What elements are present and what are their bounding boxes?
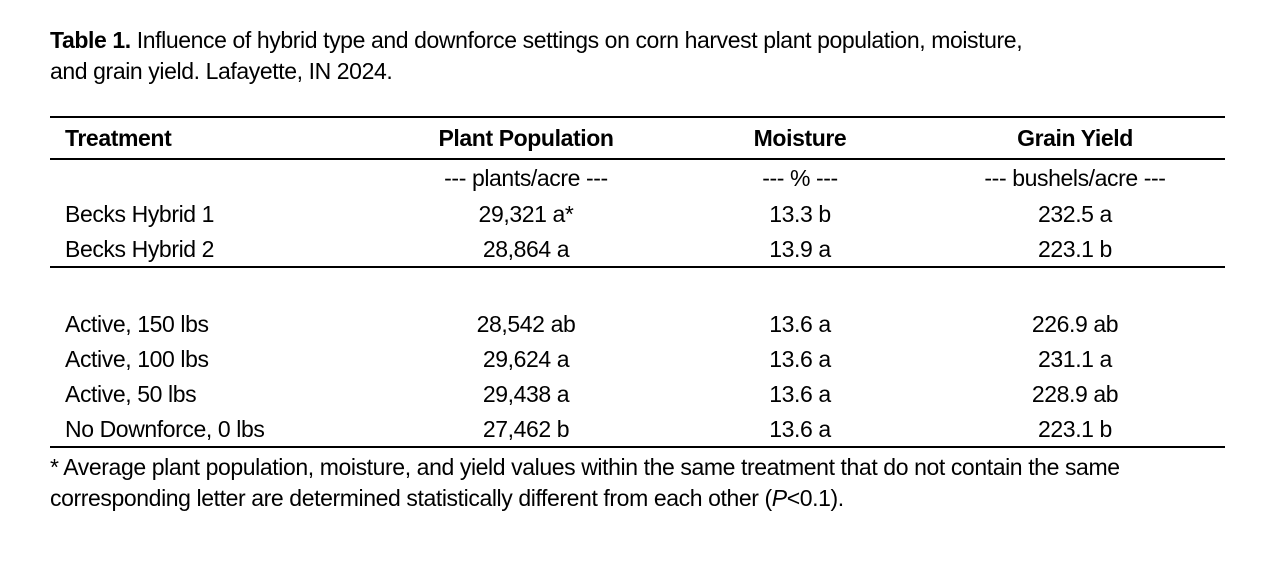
- table-caption: Table 1. Influence of hybrid type and do…: [50, 25, 1230, 87]
- table-row-hybrid-2: Becks Hybrid 2 28,864 a 13.9 a 223.1 b: [50, 232, 1225, 268]
- cell-treatment: Active, 100 lbs: [65, 346, 209, 372]
- cell-plant-population: 29,624 a: [482, 346, 570, 372]
- cell-treatment: No Downforce, 0 lbs: [50, 412, 350, 448]
- col-header-grain-yield: Grain Yield: [898, 116, 1225, 160]
- table-row-no-downforce: No Downforce, 0 lbs 27,462 b 13.6 a 223.…: [50, 412, 1225, 448]
- cell-grain-yield: 223.1 b: [898, 412, 1225, 448]
- units-treatment: [50, 159, 350, 197]
- results-table: Treatment Plant Population Moisture Grai…: [50, 116, 1225, 448]
- cell-treatment: Becks Hybrid 2: [50, 232, 350, 268]
- footnote-p-symbol: P: [771, 485, 787, 511]
- cell-plant-population: 28,542 ab: [476, 311, 576, 337]
- cell-grain-yield: 232.5 a: [1038, 201, 1112, 227]
- spacer-row: [50, 267, 1225, 307]
- units-plant-population: --- plants/acre ---: [444, 165, 608, 191]
- table-caption-line-1: Influence of hybrid type and downforce s…: [136, 27, 1023, 53]
- cell-plant-population: 29,321 a*: [478, 201, 574, 227]
- units-grain-yield: --- bushels/acre ---: [984, 165, 1166, 191]
- table-caption-label: Table 1.: [50, 27, 131, 53]
- cell-grain-yield: 223.1 b: [898, 232, 1225, 268]
- cell-moisture: 13.6 a: [702, 412, 898, 448]
- cell-grain-yield: 226.9 ab: [1031, 311, 1119, 337]
- footnote-line-2-start: corresponding letter are determined stat…: [50, 485, 772, 511]
- cell-moisture: 13.6 a: [769, 311, 831, 337]
- spacer-cell: [50, 267, 1225, 307]
- cell-moisture: 13.9 a: [702, 232, 898, 268]
- col-header-treatment: Treatment: [50, 116, 350, 160]
- cell-plant-population: 27,462 b: [350, 412, 702, 448]
- cell-moisture: 13.3 b: [769, 201, 831, 227]
- header-row: Treatment Plant Population Moisture Grai…: [50, 116, 1225, 160]
- units-moisture: --- % ---: [762, 165, 838, 191]
- footnote-line-1: * Average plant population, moisture, an…: [50, 454, 1120, 480]
- col-header-plant-population: Plant Population: [350, 116, 702, 160]
- cell-treatment: Becks Hybrid 1: [65, 201, 215, 227]
- table-row-active-50: Active, 50 lbs 29,438 a 13.6 a 228.9 ab: [50, 377, 1225, 412]
- col-header-moisture: Moisture: [702, 116, 898, 160]
- table-row-hybrid-1: Becks Hybrid 1 29,321 a* 13.3 b 232.5 a: [50, 197, 1225, 232]
- cell-plant-population: 28,864 a: [350, 232, 702, 268]
- cell-moisture: 13.6 a: [769, 381, 831, 407]
- footnote-line-2-end: <0.1).: [786, 485, 844, 511]
- units-row: --- plants/acre --- --- % --- --- bushel…: [50, 159, 1225, 197]
- table-row-active-100: Active, 100 lbs 29,624 a 13.6 a 231.1 a: [50, 342, 1225, 377]
- cell-treatment: Active, 50 lbs: [65, 381, 197, 407]
- table-caption-line-2: and grain yield. Lafayette, IN 2024.: [50, 58, 393, 84]
- cell-plant-population: 29,438 a: [482, 381, 570, 407]
- cell-moisture: 13.6 a: [769, 346, 831, 372]
- cell-treatment: Active, 150 lbs: [65, 311, 209, 337]
- table-footnote: * Average plant population, moisture, an…: [50, 452, 1230, 514]
- table-row-active-150: Active, 150 lbs 28,542 ab 13.6 a 226.9 a…: [50, 307, 1225, 342]
- cell-grain-yield: 228.9 ab: [1031, 381, 1119, 407]
- cell-grain-yield: 231.1 a: [1038, 346, 1112, 372]
